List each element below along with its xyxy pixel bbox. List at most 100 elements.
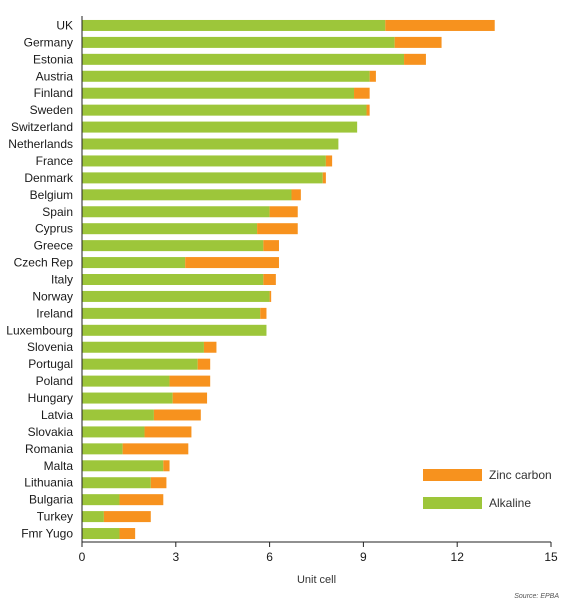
x-tick-label: 9 (360, 550, 367, 564)
x-tick-label: 6 (266, 550, 273, 564)
bar-alkaline-finland (82, 87, 355, 99)
source-note: Source: EPBA (514, 593, 559, 600)
category-label-italy: Italy (51, 273, 73, 287)
bar-alkaline-switzerland (82, 121, 358, 133)
bar-zinc-carbon-greece (263, 240, 279, 252)
category-label-slovakia: Slovakia (28, 425, 74, 439)
category-label-sweden: Sweden (30, 103, 73, 117)
bar-zinc-carbon-portugal (197, 358, 211, 370)
bar-alkaline-turkey (82, 511, 104, 523)
bar-zinc-carbon-italy (263, 274, 276, 285)
category-label-estonia: Estonia (33, 52, 73, 66)
category-label-germany: Germany (24, 35, 73, 49)
x-axis-title: Unit cell (297, 574, 336, 586)
bars-layer (82, 19, 495, 540)
legend-swatch-zinc-carbon (423, 469, 482, 481)
bar-zinc-carbon-estonia (404, 53, 426, 65)
x-tick-label: 12 (451, 550, 465, 564)
bar-alkaline-malta (82, 460, 164, 472)
category-label-malta: Malta (44, 459, 74, 473)
bar-zinc-carbon-austria (369, 70, 376, 82)
category-label-austria: Austria (36, 69, 74, 83)
x-tick-label: 15 (544, 550, 558, 564)
bar-zinc-carbon-turkey (103, 511, 151, 523)
legend: Zinc carbon Alkaline (423, 468, 552, 510)
category-label-hungary: Hungary (28, 391, 73, 405)
bar-zinc-carbon-france (325, 155, 333, 167)
bar-alkaline-luxembourg (82, 324, 267, 336)
bar-zinc-carbon-hungary (172, 392, 208, 404)
category-labels: UK Germany Estonia Austria Finland Sweden Swit… (6, 18, 74, 540)
category-label-france: France (36, 154, 74, 168)
bar-zinc-carbon-romania (122, 443, 189, 455)
category-label-portugal: Portugal (28, 357, 73, 371)
category-label-turkey: Turkey (37, 510, 73, 524)
bar-zinc-carbon-slovenia (203, 341, 217, 353)
category-label-czech-rep: Czech Rep (14, 256, 74, 270)
bar-alkaline-slovakia (82, 426, 145, 438)
bar-zinc-carbon-slovakia (144, 426, 192, 438)
category-label-luxembourg: Luxembourg (6, 323, 73, 337)
bar-alkaline-czech-rep (82, 257, 186, 269)
bar-zinc-carbon-ireland (260, 307, 267, 319)
bar-alkaline-poland (82, 375, 170, 387)
category-label-romania: Romania (25, 442, 73, 456)
legend-swatch-alkaline (423, 497, 482, 509)
category-label-fmr-yugo: Fmr Yugo (21, 527, 73, 541)
bar-alkaline-denmark (82, 172, 323, 184)
bar-zinc-carbon-poland (169, 375, 211, 387)
bar-zinc-carbon-finland (354, 87, 370, 99)
legend-label-alkaline: Alkaline (489, 496, 531, 510)
bar-zinc-carbon-cyprus (257, 223, 298, 235)
bar-alkaline-lithuania (82, 477, 151, 489)
bar-alkaline-ireland (82, 307, 261, 319)
bar-alkaline-netherlands (82, 138, 339, 150)
bar-alkaline-sweden (82, 104, 367, 116)
bar-zinc-carbon-uk (385, 19, 495, 31)
category-label-latvia: Latvia (41, 408, 73, 422)
bar-alkaline-belgium (82, 189, 292, 201)
x-tick-label: 0 (79, 550, 86, 564)
category-label-poland: Poland (36, 374, 73, 388)
bar-alkaline-slovenia (82, 341, 204, 353)
bar-alkaline-spain (82, 206, 270, 218)
bar-alkaline-romania (82, 443, 123, 455)
bar-alkaline-uk (82, 19, 386, 31)
category-label-bulgaria: Bulgaria (29, 493, 73, 507)
bar-zinc-carbon-fmr-yugo (119, 528, 136, 540)
bar-alkaline-latvia (82, 409, 154, 421)
bar-zinc-carbon-denmark (322, 172, 326, 184)
category-label-slovenia: Slovenia (27, 340, 73, 354)
category-label-switzerland: Switzerland (11, 120, 73, 134)
category-label-netherlands: Netherlands (8, 137, 73, 151)
bar-zinc-carbon-spain (269, 206, 298, 218)
bar-alkaline-fmr-yugo (82, 528, 120, 540)
bar-alkaline-france (82, 155, 326, 167)
bar-alkaline-bulgaria (82, 494, 120, 506)
bar-alkaline-portugal (82, 358, 198, 370)
bar-zinc-carbon-malta (163, 460, 170, 472)
category-label-denmark: Denmark (24, 171, 74, 185)
x-tick-label: 3 (172, 550, 179, 564)
category-label-finland: Finland (34, 86, 73, 100)
bar-zinc-carbon-lithuania (150, 477, 167, 489)
bar-zinc-carbon-bulgaria (119, 494, 164, 506)
bar-alkaline-austria (82, 70, 370, 82)
x-axis-ticks: 0 3 6 9 12 15 (79, 542, 558, 564)
category-label-greece: Greece (34, 239, 74, 253)
category-label-belgium: Belgium (30, 188, 73, 202)
category-label-uk: UK (56, 18, 73, 32)
bar-alkaline-norway (82, 290, 270, 302)
bar-alkaline-cyprus (82, 223, 258, 235)
legend-label-zinc-carbon: Zinc carbon (489, 468, 552, 482)
bar-zinc-carbon-germany (394, 36, 442, 48)
bar-alkaline-estonia (82, 53, 405, 65)
bar-zinc-carbon-sweden (366, 104, 370, 116)
bar-zinc-carbon-czech-rep (185, 257, 279, 269)
bar-alkaline-italy (82, 274, 264, 285)
bar-zinc-carbon-latvia (153, 409, 201, 421)
category-label-spain: Spain (42, 205, 73, 219)
bar-alkaline-hungary (82, 392, 173, 404)
category-label-lithuania: Lithuania (24, 476, 73, 490)
